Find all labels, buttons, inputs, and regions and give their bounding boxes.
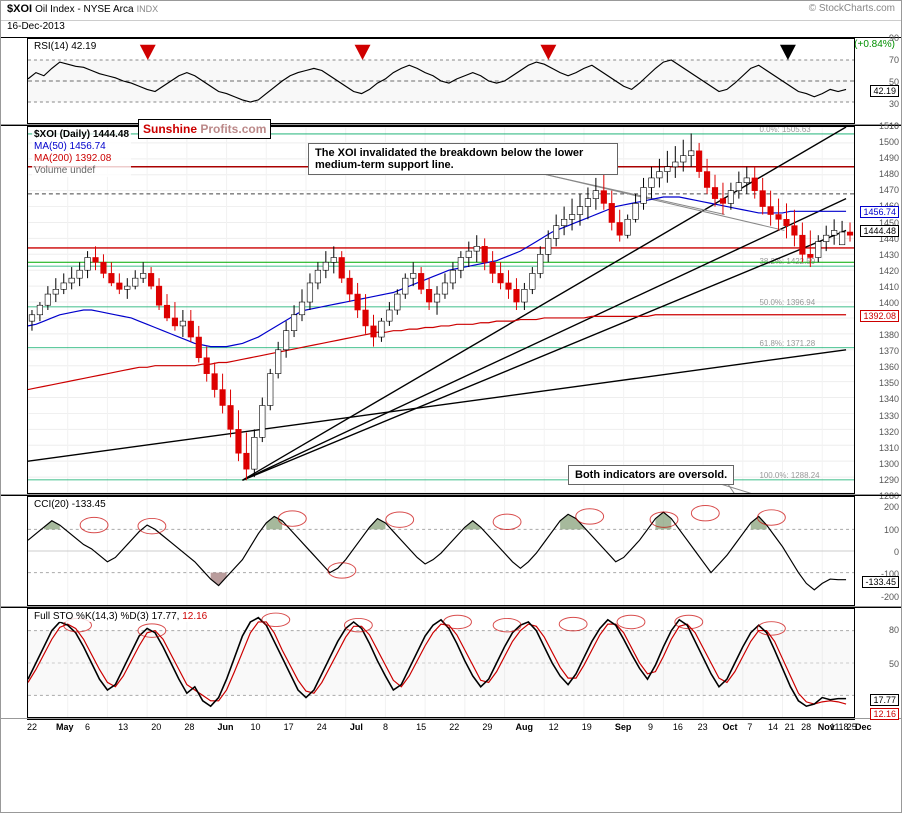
price-yaxis: 1280129013001310132013301340135013601370… xyxy=(857,126,901,494)
sto-panel: Full STO %K(14,3) %D(3) 17.77, 12.16 205… xyxy=(1,607,901,719)
sunshine-1: Sunshine xyxy=(143,122,197,136)
chart-date: 16-Dec-2013 xyxy=(7,21,65,32)
sto-label-text: Full STO %K(14,3) %D(3) xyxy=(34,611,149,622)
cci-label: CCI(20) -133.45 xyxy=(32,499,108,510)
cci-label-text: CCI(20) xyxy=(34,499,69,510)
svg-text:61.8%: 1371.28: 61.8%: 1371.28 xyxy=(759,339,815,348)
sto-k-val: 17.77 xyxy=(152,611,177,622)
index-label: INDX xyxy=(137,4,159,14)
rsi-plot: RSI(14) 42.19 xyxy=(27,38,855,124)
ticker-block: $XOI Oil Index - NYSE Arca INDX xyxy=(7,3,158,15)
rsi-label-text: RSI(14) xyxy=(34,41,68,52)
sunshine-2: Profits.com xyxy=(197,122,266,136)
rsi-svg xyxy=(28,39,854,123)
cci-yaxis: -200-1000100200-133.45 xyxy=(857,496,901,606)
rsi-label: RSI(14) 42.19 xyxy=(32,41,98,52)
sto-plot: Full STO %K(14,3) %D(3) 17.77, 12.16 xyxy=(27,608,855,718)
price-panel: $XOI (Daily) 1444.48 MA(50) 1456.74 MA(2… xyxy=(1,125,901,495)
price-title: $XOI (Daily) 1444.48 xyxy=(34,129,129,140)
ticker-name: Oil Index - NYSE Arca xyxy=(35,4,133,15)
rsi-panel: RSI(14) 42.19 103050709042.19 xyxy=(1,37,901,125)
rsi-label-val: 42.19 xyxy=(71,41,96,52)
sto-svg xyxy=(28,609,854,717)
price-legend: $XOI (Daily) 1444.48 MA(50) 1456.74 MA(2… xyxy=(32,129,131,177)
attribution: © StockCharts.com xyxy=(809,3,895,14)
sto-d-val: 12.16 xyxy=(182,611,207,622)
callout-breakdown: The XOI invalidated the breakdown below … xyxy=(308,143,618,175)
svg-text:38.2%: 1422.59: 38.2%: 1422.59 xyxy=(759,257,815,266)
cci-label-val: -133.45 xyxy=(72,499,106,510)
price-svg: 0.0%: 1505.63 38.2%: 1422.59 50.0%: 1396.9… xyxy=(28,127,854,493)
callout-oversold: Both indicators are oversold. xyxy=(568,465,734,485)
svg-text:50.0%: 1396.94: 50.0%: 1396.94 xyxy=(759,298,815,307)
sto-label: Full STO %K(14,3) %D(3) 17.77, 12.16 xyxy=(32,611,209,622)
svg-text:100.0%: 1288.24: 100.0%: 1288.24 xyxy=(759,471,820,480)
sto-yaxis: 20508017.7712.16 xyxy=(857,608,901,718)
svg-text:0.0%: 1505.63: 0.0%: 1505.63 xyxy=(759,127,811,134)
sunshine-watermark: Sunshine Profits.com xyxy=(138,119,271,139)
chart-header: $XOI Oil Index - NYSE Arca INDX © StockC… xyxy=(1,1,901,21)
cci-plot: CCI(20) -133.45 xyxy=(27,496,855,606)
price-plot: $XOI (Daily) 1444.48 MA(50) 1456.74 MA(2… xyxy=(27,126,855,494)
ticker: $XOI xyxy=(7,3,32,15)
legend-vol: Volume undef xyxy=(34,165,95,176)
legend-ma50: MA(50) 1456.74 xyxy=(34,141,106,152)
cci-svg xyxy=(28,497,854,605)
cci-panel: CCI(20) -133.45 -200-1000100200-133.45 xyxy=(1,495,901,607)
legend-ma200: MA(200) 1392.08 xyxy=(34,153,111,164)
x-axis: 22May6132028Jun101724Jul8152229Aug1219Se… xyxy=(27,719,855,737)
rsi-yaxis: 103050709042.19 xyxy=(857,38,901,124)
